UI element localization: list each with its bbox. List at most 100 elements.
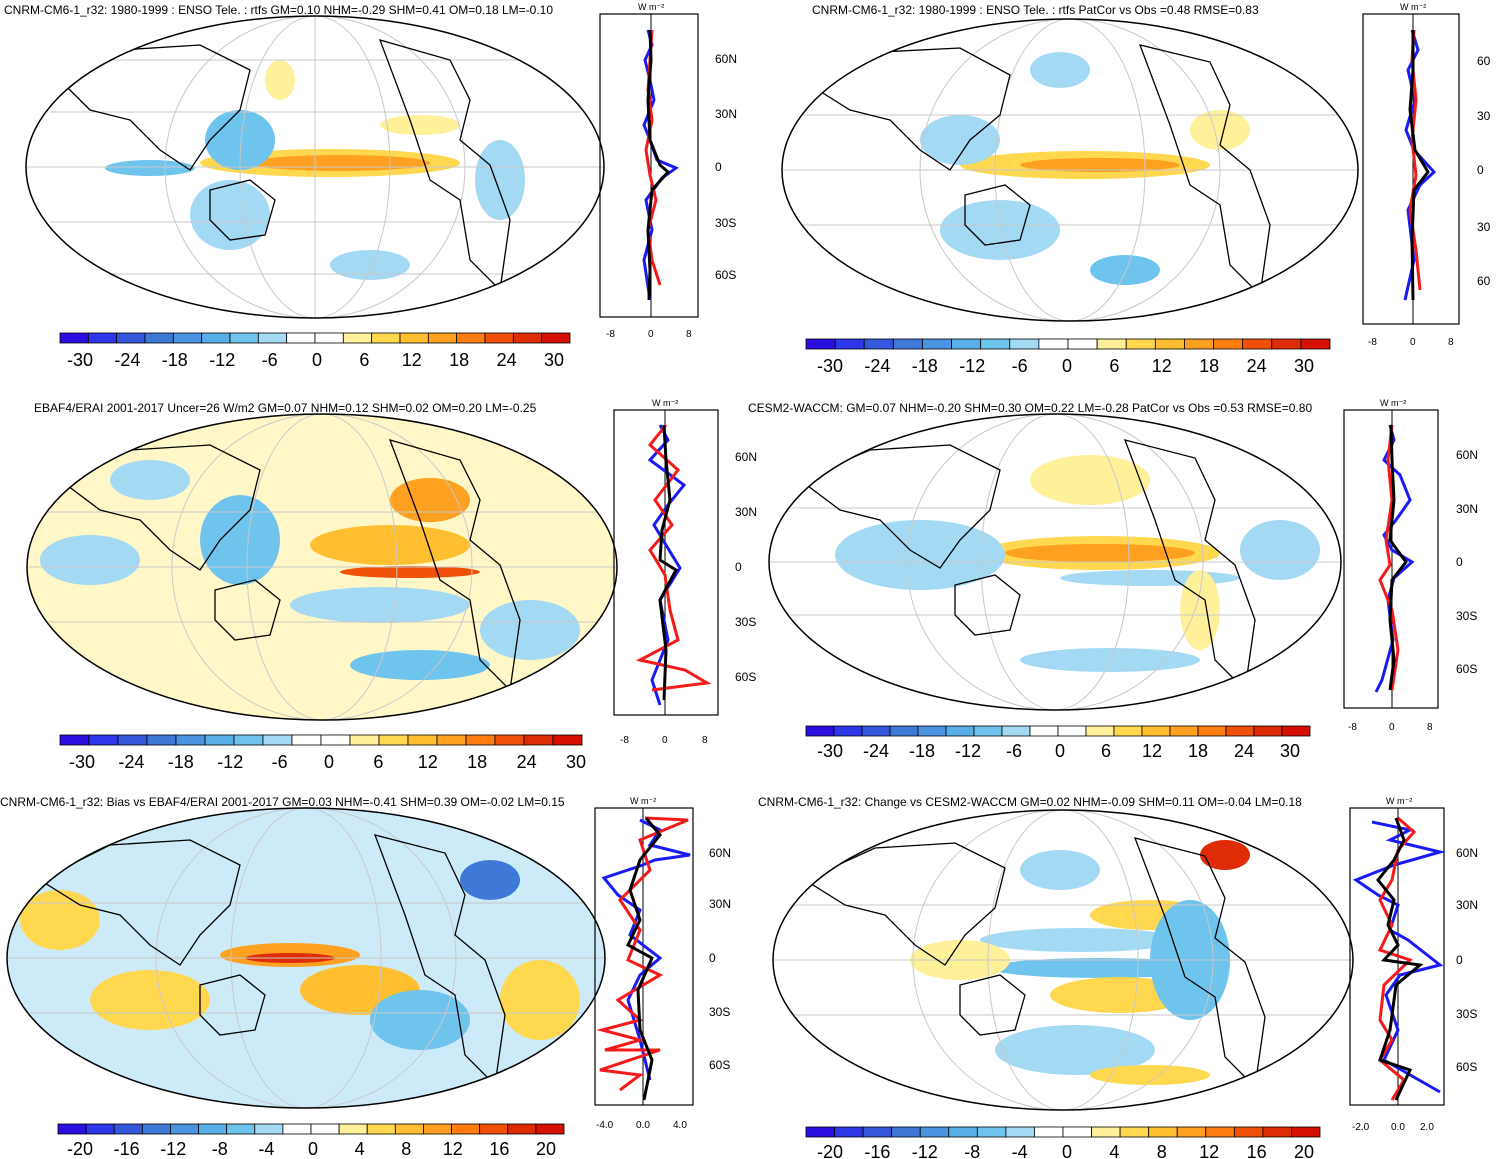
colorbar-swatch bbox=[1005, 1126, 1035, 1138]
colorbar-swatch bbox=[980, 338, 1011, 350]
colorbar-swatch bbox=[394, 1123, 424, 1135]
colorbar-swatch bbox=[172, 332, 203, 344]
colorbar-label: 24 bbox=[1247, 356, 1267, 376]
panel-3: EBAF4/ERAI 2001-2017 Uncer=26 W/m2 GM=0.… bbox=[26, 398, 757, 772]
colorbar-swatch bbox=[805, 338, 836, 350]
lat-tick: 30N bbox=[709, 897, 731, 911]
map-border bbox=[26, 413, 618, 721]
map bbox=[782, 19, 1358, 321]
map-border bbox=[6, 807, 606, 1109]
colorbar-swatch bbox=[1029, 725, 1059, 737]
colorbar-label: 6 bbox=[373, 752, 383, 772]
x-tick: 0 bbox=[662, 735, 668, 746]
x-tick: -8 bbox=[620, 735, 629, 746]
coastlines bbox=[38, 834, 506, 1087]
colorbar-swatch bbox=[378, 734, 409, 746]
colorbar-swatch bbox=[1034, 1126, 1064, 1138]
colorbar-label: 12 bbox=[1142, 741, 1162, 761]
colorbar-swatch bbox=[407, 734, 438, 746]
colorbar-labels: -20 -16 -12 -8 -4 0 4 8 12 16 20 bbox=[67, 1139, 556, 1159]
colorbar-swatch bbox=[1119, 1126, 1150, 1138]
colorbar-label: -6 bbox=[1006, 741, 1022, 761]
graticule bbox=[773, 810, 1353, 1110]
colorbar-swatch bbox=[117, 734, 148, 746]
colorbar-label: 18 bbox=[1188, 741, 1208, 761]
colorbar-swatch bbox=[1205, 1126, 1235, 1138]
lat-tick: 60N bbox=[709, 846, 731, 860]
lat-tick: 0 bbox=[735, 560, 742, 574]
colorbar-label: 16 bbox=[1247, 1142, 1267, 1159]
graticule bbox=[27, 414, 617, 720]
colorbar-label: -4 bbox=[1012, 1142, 1028, 1159]
colorbar-label: -6 bbox=[1012, 356, 1028, 376]
colorbar-label: -8 bbox=[964, 1142, 980, 1159]
colorbar-label: 4 bbox=[355, 1139, 365, 1159]
panel-title: CNRM-CM6-1_r32: Bias vs EBAF4/ERAI 2001-… bbox=[0, 795, 565, 809]
lat-tick: 60N bbox=[715, 52, 737, 66]
units-label: W m⁻² bbox=[1400, 2, 1426, 12]
units-label: W m⁻² bbox=[1386, 796, 1412, 806]
colorbar-label: -18 bbox=[909, 741, 935, 761]
colorbar-swatch bbox=[291, 734, 322, 746]
x-tick: 0 bbox=[1410, 337, 1416, 348]
colorbar-swatch bbox=[113, 1123, 143, 1135]
x-tick: 0.0 bbox=[1391, 1122, 1405, 1133]
colorbar-swatch bbox=[523, 734, 554, 746]
colorbar-label: -12 bbox=[209, 350, 235, 370]
colorbar-swatch bbox=[833, 725, 863, 737]
colorbar-swatch bbox=[201, 332, 231, 344]
colorbar-swatch bbox=[1197, 725, 1227, 737]
graticule bbox=[26, 16, 604, 318]
colorbar-label: -6 bbox=[262, 350, 278, 370]
zonal-line-red bbox=[1378, 424, 1400, 691]
lat-tick: 60 bbox=[1477, 274, 1491, 288]
lat-tick: 30N bbox=[1456, 502, 1478, 516]
colorbar-label: -4 bbox=[258, 1139, 274, 1159]
colorbar-label: 24 bbox=[517, 752, 537, 772]
colorbar-swatch bbox=[1213, 338, 1244, 350]
x-tick: 2.0 bbox=[1420, 1122, 1434, 1133]
colorbar: -30 -24 -18 -12 -6 0 6 12 18 24 30 bbox=[59, 332, 571, 370]
colorbar-swatch bbox=[233, 734, 264, 746]
lat-tick: 60 bbox=[1477, 54, 1491, 68]
lat-tick: 0 bbox=[715, 160, 722, 174]
colorbar-label: -20 bbox=[817, 1142, 843, 1159]
map-border bbox=[772, 809, 1354, 1111]
x-ticks: -8 0 8 bbox=[620, 735, 708, 746]
lat-tick: 30S bbox=[1456, 609, 1477, 623]
graticule bbox=[769, 414, 1341, 710]
colorbar-swatch bbox=[512, 332, 543, 344]
colorbar-swatch bbox=[175, 734, 206, 746]
colorbar-label: -12 bbox=[955, 741, 981, 761]
colorbar-swatches bbox=[59, 734, 583, 746]
colorbar-swatches bbox=[57, 1123, 565, 1135]
colorbar-swatch bbox=[1184, 338, 1214, 350]
colorbar: -30 -24 -18 -12 -6 0 6 12 18 24 30 bbox=[805, 725, 1311, 761]
colorbar-label: -8 bbox=[212, 1139, 228, 1159]
colorbar-swatch bbox=[116, 332, 146, 344]
colorbar-labels: -30 -24 -18 -12 -6 0 6 12 18 24 30 bbox=[69, 752, 586, 772]
colorbar-label: 18 bbox=[449, 350, 469, 370]
lat-tick: 60N bbox=[1456, 846, 1478, 860]
colorbar-swatch bbox=[198, 1123, 228, 1135]
colorbar-swatch bbox=[1300, 338, 1331, 350]
colorbar-swatch bbox=[484, 332, 514, 344]
x-tick: -4.0 bbox=[596, 1120, 614, 1131]
panel-title: EBAF4/ERAI 2001-2017 Uncer=26 W/m2 GM=0.… bbox=[34, 401, 537, 415]
zonal-line-black bbox=[658, 424, 678, 701]
colorbar-swatch bbox=[945, 725, 975, 737]
colorbar-swatch bbox=[226, 1123, 256, 1135]
colorbar-label: -16 bbox=[864, 1142, 890, 1159]
lat-tick: 60S bbox=[709, 1058, 730, 1072]
colorbar-swatch bbox=[314, 332, 344, 344]
colorbar-label: -24 bbox=[864, 356, 890, 376]
panel-1: CNRM-CM6-1_r32: 1980-1999 : ENSO Tele. :… bbox=[4, 2, 737, 370]
colorbar-label: -12 bbox=[912, 1142, 938, 1159]
colorbar-swatch bbox=[948, 1126, 978, 1138]
x-tick: -8 bbox=[1368, 337, 1377, 348]
zonal-mean-plot: W m⁻² 60N 30N 0 30S 60S -8 0 8 bbox=[599, 2, 737, 340]
colorbar-swatch bbox=[366, 1123, 396, 1135]
panel-4: CESM2-WACCM: GM=0.07 NHM=-0.20 SHM=0.30 … bbox=[748, 398, 1478, 761]
colorbar-label: 30 bbox=[1280, 741, 1300, 761]
colorbar-swatch bbox=[1262, 1126, 1292, 1138]
